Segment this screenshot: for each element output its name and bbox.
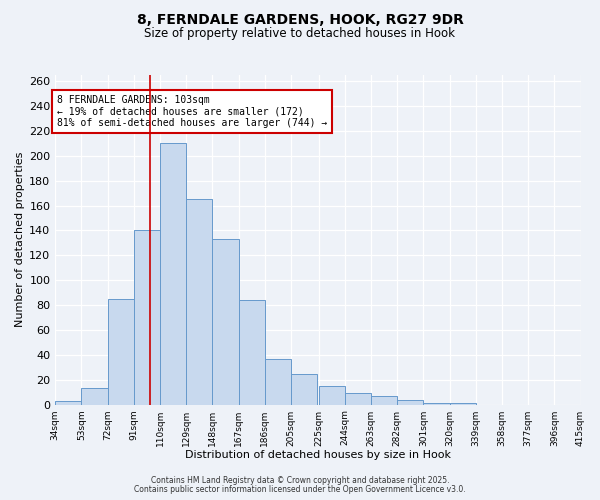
Text: Size of property relative to detached houses in Hook: Size of property relative to detached ho…	[145, 28, 455, 40]
Bar	[186, 200, 212, 404]
Text: 8 FERNDALE GARDENS: 103sqm
← 19% of detached houses are smaller (172)
81% of sem: 8 FERNDALE GARDENS: 103sqm ← 19% of deta…	[56, 95, 327, 128]
Bar	[397, 400, 424, 404]
Bar	[55, 401, 82, 404]
X-axis label: Distribution of detached houses by size in Hook: Distribution of detached houses by size …	[185, 450, 451, 460]
Text: Contains public sector information licensed under the Open Government Licence v3: Contains public sector information licen…	[134, 485, 466, 494]
Y-axis label: Number of detached properties: Number of detached properties	[15, 152, 25, 328]
Bar	[212, 239, 239, 404]
Text: 8, FERNDALE GARDENS, HOOK, RG27 9DR: 8, FERNDALE GARDENS, HOOK, RG27 9DR	[137, 12, 463, 26]
Bar	[291, 374, 317, 404]
Bar	[371, 396, 397, 404]
Bar	[107, 299, 134, 405]
Bar	[319, 386, 345, 404]
Bar	[239, 300, 265, 405]
Bar	[265, 358, 291, 405]
Bar	[345, 394, 371, 404]
Bar	[134, 230, 160, 404]
Bar	[160, 144, 186, 404]
Bar	[82, 388, 107, 404]
Text: Contains HM Land Registry data © Crown copyright and database right 2025.: Contains HM Land Registry data © Crown c…	[151, 476, 449, 485]
